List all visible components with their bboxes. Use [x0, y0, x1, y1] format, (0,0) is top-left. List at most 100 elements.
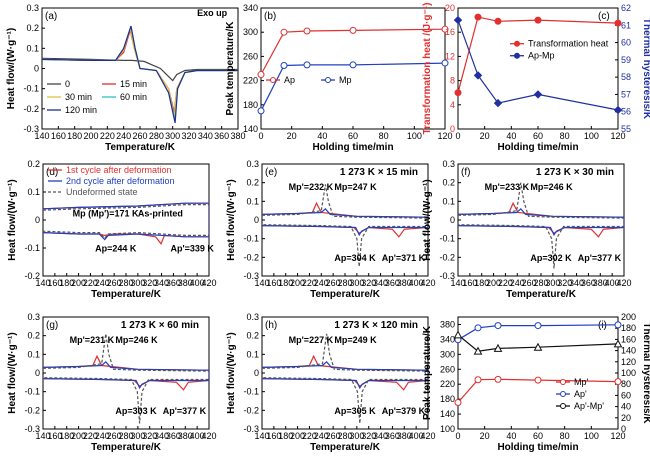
x-tick-label: 40	[506, 131, 516, 141]
x-tick-label: 420	[201, 278, 216, 288]
x-tick-label: 420	[616, 278, 631, 288]
y-tick-label: -0.1	[439, 234, 455, 244]
y-axis-title: Heat flow/(W·g⁻¹)	[226, 179, 237, 260]
x-tick-label: 0	[258, 131, 263, 141]
data-point	[493, 98, 503, 108]
series-line-2	[42, 204, 210, 240]
y-tick-label: 0.1	[442, 196, 455, 206]
x-tick-label: 320	[181, 131, 196, 141]
x-tick-label: 160	[51, 131, 66, 141]
x-tick-label: 180	[474, 278, 489, 288]
x-tick-label: 0	[455, 131, 460, 141]
legend-marker	[270, 77, 276, 84]
legend-marker	[514, 40, 520, 47]
x-tick-label: 360	[385, 278, 400, 288]
data-point	[474, 13, 482, 21]
annotation: Ap'=377 K	[578, 253, 622, 263]
x-tick-label: 160	[47, 278, 62, 288]
y-right-tick-label: 0	[621, 424, 626, 434]
plot-frame	[457, 316, 619, 430]
annotation: Mp'=227 K	[289, 335, 334, 345]
series-line-0	[261, 201, 429, 238]
y-tick-label: 0.3	[246, 312, 259, 322]
legend-label: Ap'-Mp'	[574, 401, 604, 411]
series-line-2	[261, 333, 429, 424]
x-tick-label: 420	[201, 431, 216, 441]
x-tick-label: 240	[314, 431, 329, 441]
panel-g: 1401601802002202402602803003203403603804…	[7, 312, 217, 453]
y-axis-title: Heat flow/(W·g⁻¹)	[7, 179, 18, 260]
y-tick-label: 0.2	[442, 178, 455, 188]
y-tick-label: 4	[450, 100, 455, 110]
annotation: Ap=304 K	[334, 253, 376, 263]
x-tick-label: 160	[462, 278, 477, 288]
x-tick-label: 320	[142, 278, 157, 288]
x-tick-label: 380	[178, 278, 193, 288]
x-tick-label: 140	[450, 278, 465, 288]
y-tick-label: -0.3	[24, 424, 40, 434]
legend-marker	[560, 403, 566, 409]
y-tick-label: 260	[440, 364, 455, 374]
x-tick-label: 220	[498, 278, 513, 288]
panel-b: 0 20 40 60 80 100 120140180220260300340Holding…	[225, 3, 453, 153]
x-tick-label: 20	[287, 131, 297, 141]
legend-marker	[560, 391, 566, 397]
data-point	[534, 376, 542, 384]
panel-label: (h)	[265, 320, 277, 331]
x-tick-label: 340	[154, 278, 169, 288]
x-tick-label: 280	[149, 131, 164, 141]
data-point	[454, 398, 462, 406]
data-point	[533, 342, 543, 351]
x-axis-title: Temperature/K	[105, 142, 176, 153]
legend-label: Ap-Mp	[528, 51, 555, 61]
x-tick-label: 160	[266, 431, 281, 441]
y-axis-title: Peak temperature/K	[225, 21, 236, 116]
x-tick-label: 200	[290, 431, 305, 441]
y-tick-label: 0	[450, 124, 455, 134]
legend-label: Undeformed state	[66, 187, 138, 197]
y-tick-label: 0.2	[26, 23, 39, 33]
y-tick-label: 140	[440, 409, 455, 419]
y-right-tick-label: 60	[621, 390, 631, 400]
y-right-tick-label: 100	[621, 368, 636, 378]
y-right-tick-label: 57	[621, 89, 631, 99]
y-tick-label: 220	[243, 76, 258, 86]
x-tick-label: 160	[266, 278, 281, 288]
x-tick-label: 380	[230, 131, 245, 141]
legend-label: 0	[65, 79, 70, 89]
x-tick-label: 80	[560, 131, 570, 141]
data-point	[349, 61, 357, 69]
y-tick-label: -0.3	[439, 271, 455, 281]
panel-label: (d)	[46, 167, 58, 178]
panel-h: 1401601802002202402602803003203403603804…	[226, 312, 436, 453]
x-axis-title: Temperature/K	[310, 442, 381, 453]
x-tick-label: 340	[569, 278, 584, 288]
x-tick-label: 300	[165, 131, 180, 141]
x-tick-label: 340	[373, 278, 388, 288]
y-tick-label: 380	[440, 319, 455, 329]
x-tick-label: 260	[326, 431, 341, 441]
y-axis-title: Peak temperature/K	[422, 325, 433, 420]
x-tick-label: 340	[154, 431, 169, 441]
x-tick-label: 300	[545, 278, 560, 288]
data-point	[613, 339, 623, 348]
x-tick-label: 340	[373, 431, 388, 441]
y-tick-label: -0.1	[24, 387, 40, 397]
x-tick-label: 240	[314, 278, 329, 288]
y-right-tick-label: 61	[621, 20, 631, 30]
panel-label: (c)	[598, 11, 610, 22]
panel-f: 1401601802002202402602803003203403603804…	[422, 159, 632, 300]
x-tick-label: 80	[379, 131, 389, 141]
data-point	[613, 105, 623, 115]
y-axis-title: Heat flow/(W·g⁻¹)	[226, 332, 237, 413]
data-point	[533, 90, 543, 99]
x-tick-label: 280	[118, 431, 133, 441]
x-tick-label: 300	[130, 431, 145, 441]
x-tick-label: 420	[420, 431, 435, 441]
data-point	[303, 27, 311, 35]
x-tick-label: 60	[533, 131, 543, 141]
y-tick-label: -0.1	[23, 84, 39, 94]
y-tick-label: 0.1	[246, 196, 259, 206]
annotation: Mp=249 K	[334, 335, 377, 345]
annotation: Ap'=377 K	[163, 406, 207, 416]
